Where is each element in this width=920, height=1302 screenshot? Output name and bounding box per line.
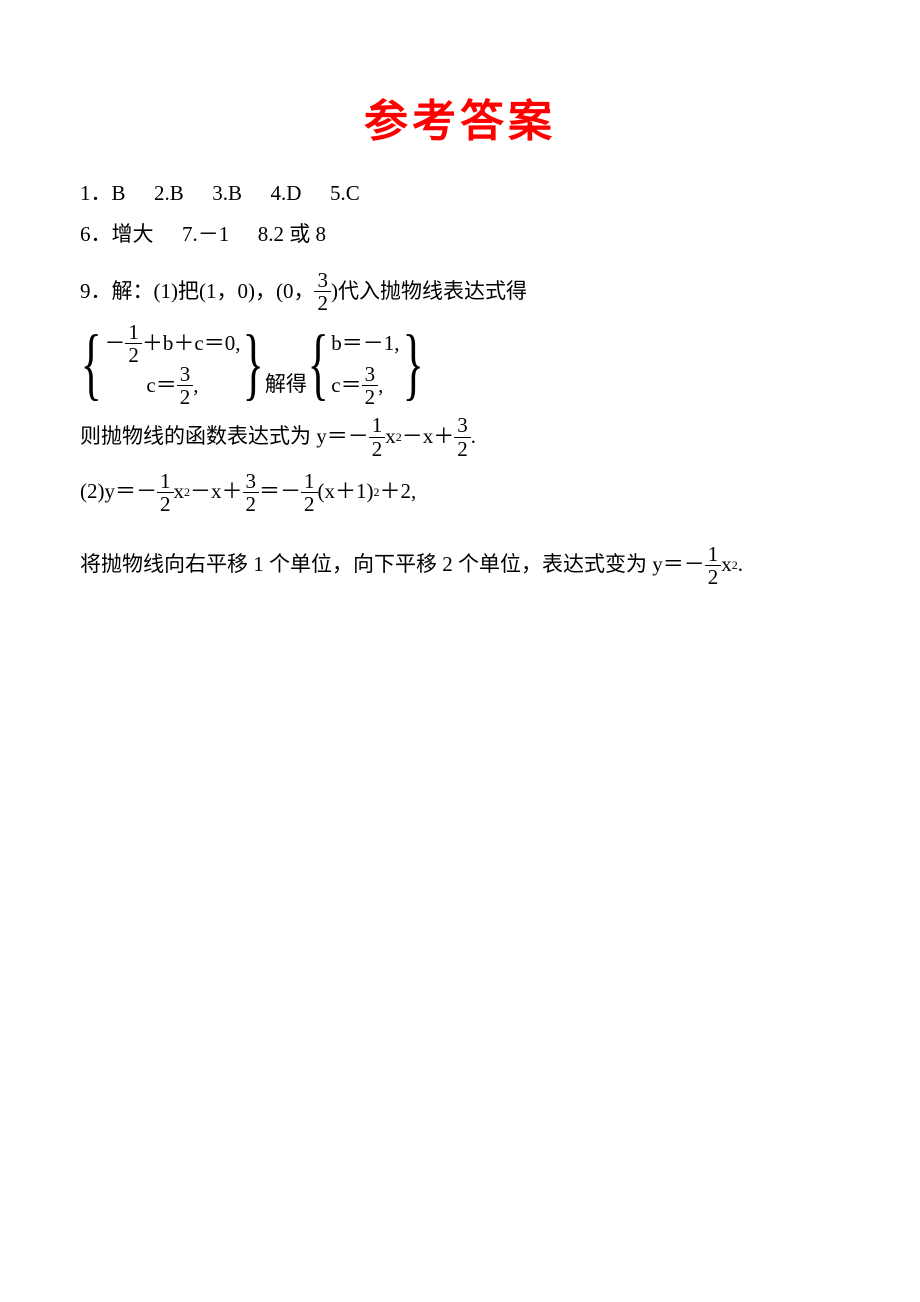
ans-num: 3 xyxy=(212,181,223,205)
eq-row: c＝ 3 2 , xyxy=(104,364,240,406)
text: . xyxy=(738,545,743,585)
ans-num: 4 xyxy=(271,181,282,205)
ans-2: 2.B xyxy=(154,181,189,205)
q9-head-prefix: 9．解：(1)把(1，0)，(0， xyxy=(80,272,314,312)
ans-6: 6．增大 xyxy=(80,222,159,246)
frac-den: 2 xyxy=(314,291,331,314)
right-system: { b＝－1, c＝ 3 2 , } xyxy=(307,318,424,410)
eq-post: , xyxy=(378,366,383,406)
text: ＝－ xyxy=(259,472,301,512)
text: 则抛物线的函数表达式为 y＝－ xyxy=(80,417,369,457)
ans-8: 8.2 或 8 xyxy=(258,222,326,246)
ans-val: B xyxy=(112,181,126,205)
ans-num: 1 xyxy=(80,181,91,205)
text: －x＋ xyxy=(190,472,243,512)
eq-row: c＝ 3 2 , xyxy=(331,364,399,406)
frac-num: 1 xyxy=(705,543,722,565)
q9-head-suffix: )代入抛物线表达式得 xyxy=(331,272,527,312)
q9-systems: { － 1 2 ＋b＋c＝0, c＝ 3 2 , xyxy=(80,318,840,410)
ans-7: 7.－1 xyxy=(182,222,235,246)
frac-den: 2 xyxy=(369,437,386,460)
eq-post: , xyxy=(193,366,198,406)
ans-val: 2 或 8 xyxy=(274,222,327,246)
text: . xyxy=(471,417,476,457)
brace-left-open-icon: { xyxy=(81,330,102,398)
text: (2)y＝－ xyxy=(80,472,157,512)
frac-num: 1 xyxy=(301,470,318,492)
ans-1: 1．B xyxy=(80,181,131,205)
left-system: { － 1 2 ＋b＋c＝0, c＝ 3 2 , xyxy=(80,318,265,410)
frac-den: 2 xyxy=(705,565,722,588)
text: 将抛物线向右平移 1 个单位，向下平移 2 个单位，表达式变为 y＝－ xyxy=(80,545,705,585)
ans-val: －1 xyxy=(198,222,230,246)
frac-den: 2 xyxy=(157,492,174,515)
text: －x＋ xyxy=(402,417,455,457)
eq-pre: － xyxy=(104,324,125,364)
frac-den: 2 xyxy=(454,437,471,460)
eq-pre: c＝ xyxy=(331,366,361,406)
fraction: 1 2 xyxy=(705,543,722,588)
fraction: 3 2 xyxy=(454,414,471,459)
frac-num: 1 xyxy=(157,470,174,492)
frac-den: 2 xyxy=(362,385,379,408)
eq-pre: c＝ xyxy=(146,366,176,406)
text: (x＋1) xyxy=(318,472,374,512)
fraction: 3 2 xyxy=(177,363,194,408)
text: x xyxy=(174,472,185,512)
text: x xyxy=(385,417,396,457)
eq-text: b＝－1, xyxy=(331,324,399,364)
frac-num: 3 xyxy=(362,363,379,385)
frac-num: 3 xyxy=(454,414,471,436)
ans-val: 增大 xyxy=(112,222,154,246)
frac-num: 1 xyxy=(369,414,386,436)
q9-part2-line: (2)y＝－ 1 2 x2 －x＋ 3 2 ＝－ 1 2 (x＋1)2 ＋2, xyxy=(80,470,840,515)
eq-row: b＝－1, xyxy=(331,322,399,364)
frac-den: 2 xyxy=(125,343,142,366)
eq-row: － 1 2 ＋b＋c＝0, xyxy=(104,322,240,364)
fraction: 3 2 xyxy=(362,363,379,408)
ans-val: B xyxy=(228,181,242,205)
answers-row-2: 6．增大 7.－1 8.2 或 8 xyxy=(80,215,840,255)
ans-num: 5 xyxy=(330,181,341,205)
q9-result-line: 则抛物线的函数表达式为 y＝－ 1 2 x2 －x＋ 3 2 . xyxy=(80,414,840,459)
page: 参考答案 1．B 2.B 3.B 4.D 5.C 6．增大 7.－1 8.2 或… xyxy=(0,0,920,1302)
page-title: 参考答案 xyxy=(80,80,840,164)
ans-num: 7 xyxy=(182,222,193,246)
ans-val: D xyxy=(286,181,301,205)
ans-4: 4.D xyxy=(271,181,307,205)
frac-num: 3 xyxy=(177,363,194,385)
answers-row-1: 1．B 2.B 3.B 4.D 5.C xyxy=(80,174,840,214)
ans-val: B xyxy=(170,181,184,205)
fraction: 1 2 xyxy=(157,470,174,515)
ans-num: 2 xyxy=(154,181,165,205)
text: x xyxy=(721,545,732,585)
ans-num: 8 xyxy=(258,222,269,246)
eq-post: ＋b＋c＝0, xyxy=(142,324,241,364)
ans-num: 6 xyxy=(80,222,91,246)
fraction: 1 2 xyxy=(125,321,142,366)
fraction: 3 2 xyxy=(314,269,331,314)
fraction: 1 2 xyxy=(301,470,318,515)
ans-val: C xyxy=(346,181,360,205)
frac-num: 3 xyxy=(243,470,260,492)
brace-right-close-icon: } xyxy=(402,330,423,398)
fraction: 1 2 xyxy=(369,414,386,459)
frac-num: 1 xyxy=(125,321,142,343)
ans-5: 5.C xyxy=(330,181,360,205)
brace-right-open-icon: { xyxy=(308,330,329,398)
frac-num: 3 xyxy=(314,269,331,291)
q9-final-line: 将抛物线向右平移 1 个单位，向下平移 2 个单位，表达式变为 y＝－ 1 2 … xyxy=(80,543,840,588)
fraction: 3 2 xyxy=(243,470,260,515)
frac-den: 2 xyxy=(243,492,260,515)
frac-den: 2 xyxy=(177,385,194,408)
solve-label: 解得 xyxy=(265,365,307,411)
ans-3: 3.B xyxy=(212,181,247,205)
brace-left-close-icon: } xyxy=(243,330,264,398)
q9-head: 9．解：(1)把(1，0)，(0， 3 2 )代入抛物线表达式得 xyxy=(80,269,840,314)
frac-den: 2 xyxy=(301,492,318,515)
text: ＋2, xyxy=(380,472,417,512)
